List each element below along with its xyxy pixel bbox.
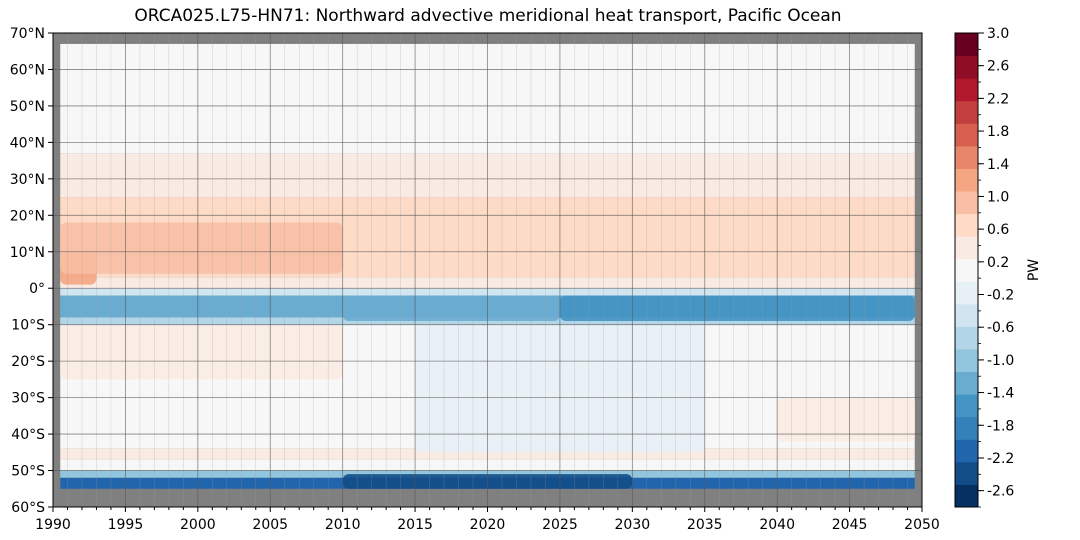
grid-lines xyxy=(52,32,923,508)
heatmap-feature xyxy=(559,295,915,322)
colorbar-tick-label: -2.6 xyxy=(987,484,1014,500)
colorbar-swatch xyxy=(955,439,978,463)
x-tick-label: 2035 xyxy=(687,517,723,533)
colorbar-swatch xyxy=(955,326,978,350)
heatmap-feature xyxy=(777,397,915,442)
colorbar-swatch xyxy=(955,145,978,169)
colorbar-swatch xyxy=(955,123,978,147)
colorbar-swatch xyxy=(955,349,978,373)
colorbar-swatch xyxy=(955,213,978,237)
colorbar-tick-label: 1.4 xyxy=(987,157,1009,173)
y-tick-label: 30°S xyxy=(11,391,45,407)
colorbar-tick-label: -0.6 xyxy=(987,320,1014,336)
y-tick-label: 60°S xyxy=(11,500,45,516)
colorbar-swatch xyxy=(955,236,978,260)
colorbar-tick-label: 0.6 xyxy=(987,222,1009,238)
colorbar-swatch xyxy=(955,461,978,485)
x-tick-label: 2020 xyxy=(470,517,506,533)
x-tick-label: 2050 xyxy=(904,517,940,533)
x-tick-label: 2025 xyxy=(542,517,578,533)
colorbar: 3.0 2.6 2.2 1.8 1.4 1.0 0.6 0.2 -0.2 -0.6 -1.0 -1.4… xyxy=(954,26,1014,508)
colorbar-swatch xyxy=(955,100,978,124)
colorbar-tick-label: -1.8 xyxy=(987,418,1014,434)
colorbar-tick-label: 1.0 xyxy=(987,189,1009,205)
colorbar-swatch xyxy=(955,484,978,508)
y-axis: 70°N 60°N 50°N 40°N 30°N 20°N 10°N 0° 10°S 20°S 30… xyxy=(10,26,53,516)
colorbar-swatch xyxy=(955,168,978,192)
y-tick-label: 50°S xyxy=(11,464,45,480)
y-tick-label: 0° xyxy=(29,281,45,297)
colorbar-swatch xyxy=(955,303,978,327)
heatmap-feature xyxy=(342,295,560,322)
colorbar-tick-label: 2.2 xyxy=(987,91,1009,107)
y-tick-label: 10°S xyxy=(11,318,45,334)
y-tick-label: 30°N xyxy=(10,172,45,188)
x-tick-label: 1995 xyxy=(108,517,144,533)
x-tick-label: 2010 xyxy=(325,517,361,533)
colorbar-tick-label: 0.2 xyxy=(987,255,1009,271)
y-tick-label: 20°S xyxy=(11,354,45,370)
colorbar-swatch xyxy=(955,371,978,395)
colorbar-tick-label: 2.6 xyxy=(987,59,1009,75)
colorbar-tick-label: -0.2 xyxy=(987,288,1014,304)
colorbar-tick-label: 1.8 xyxy=(987,124,1009,140)
x-tick-label: 2045 xyxy=(832,517,868,533)
colorbar-swatch xyxy=(955,191,978,215)
colorbar-swatch xyxy=(955,281,978,305)
y-tick-label: 40°S xyxy=(11,427,45,443)
colorbar-tick-label: -1.4 xyxy=(987,386,1014,402)
colorbar-tick-label: -1.0 xyxy=(987,353,1014,369)
chart-title: ORCA025.L75-HN71: Northward advective me… xyxy=(134,6,841,26)
x-axis: 1990 1995 2000 2005 2010 2015 2020 2025 2030 2035… xyxy=(35,507,940,533)
y-tick-label: 10°N xyxy=(10,245,45,261)
y-tick-label: 20°N xyxy=(10,208,45,224)
colorbar-swatch xyxy=(955,258,978,282)
x-tick-label: 2000 xyxy=(180,517,216,533)
heatmap-feature xyxy=(60,222,343,274)
colorbar-swatch xyxy=(955,33,978,57)
colorbar-tick-label: -2.2 xyxy=(987,451,1014,467)
colorbar-swatch xyxy=(955,416,978,440)
x-tick-label: 1990 xyxy=(35,517,71,533)
heatmap-feature xyxy=(60,324,343,380)
x-tick-label: 2030 xyxy=(615,517,651,533)
x-tick-label: 2040 xyxy=(759,517,795,533)
colorbar-frame xyxy=(954,32,979,508)
y-tick-label: 60°N xyxy=(10,62,45,78)
colorbar-swatch xyxy=(955,55,978,79)
colorbar-tick-label: 3.0 xyxy=(987,26,1009,42)
y-tick-label: 50°N xyxy=(10,99,45,115)
x-tick-label: 2015 xyxy=(397,517,433,533)
colorbar-swatch xyxy=(955,78,978,102)
x-tick-label: 2005 xyxy=(252,517,288,533)
y-tick-label: 40°N xyxy=(10,135,45,151)
y-tick-label: 70°N xyxy=(10,26,45,42)
colorbar-label: PW xyxy=(1026,259,1042,281)
colorbar-swatch xyxy=(955,394,978,418)
